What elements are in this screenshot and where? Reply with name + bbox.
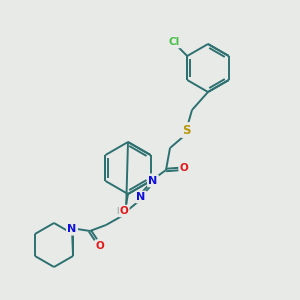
Text: Cl: Cl — [169, 37, 180, 47]
Text: O: O — [96, 241, 104, 251]
Text: S: S — [182, 124, 190, 136]
Text: O: O — [120, 206, 128, 216]
Text: N: N — [68, 224, 76, 234]
Text: H: H — [148, 175, 156, 184]
Text: N: N — [148, 176, 158, 186]
Text: O: O — [180, 163, 188, 173]
Text: H: H — [116, 206, 124, 215]
Text: N: N — [136, 192, 146, 202]
Text: N: N — [68, 224, 76, 234]
